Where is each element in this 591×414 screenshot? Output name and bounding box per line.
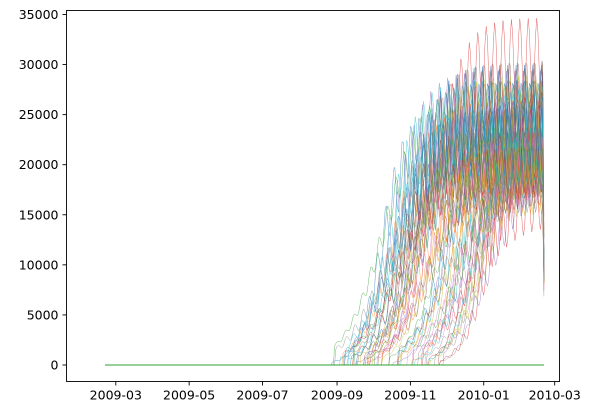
x-tick-label-6: 2010-03 [529,388,581,403]
axes [66,10,560,382]
y-tick-label-7: 35000 [19,7,59,22]
y-tick-label-1: 5000 [27,307,59,322]
y-tick-label-0: 0 [51,357,59,372]
plot-frame [66,10,560,382]
x-tick-label-1: 2009-05 [163,388,215,403]
y-axis-ticks: 0 5000 10000 15000 20000 25000 30000 35000 [19,7,67,372]
y-tick-label-4: 20000 [19,157,59,172]
x-tick-label-2: 2009-07 [236,388,288,403]
x-axis-ticks: 2009-03 2009-05 2009-07 2009-09 2009-11 2010-… [90,381,581,403]
x-tick-label-5: 2010-01 [458,388,510,403]
x-tick-label-0: 2009-03 [90,388,142,403]
x-tick-label-4: 2009-11 [384,388,436,403]
y-tick-label-6: 30000 [19,57,59,72]
x-tick-label-3: 2009-09 [311,388,363,403]
y-tick-label-2: 10000 [19,257,59,272]
series-lines [105,17,545,366]
y-tick-label-3: 15000 [19,207,59,222]
y-tick-label-5: 25000 [19,107,59,122]
